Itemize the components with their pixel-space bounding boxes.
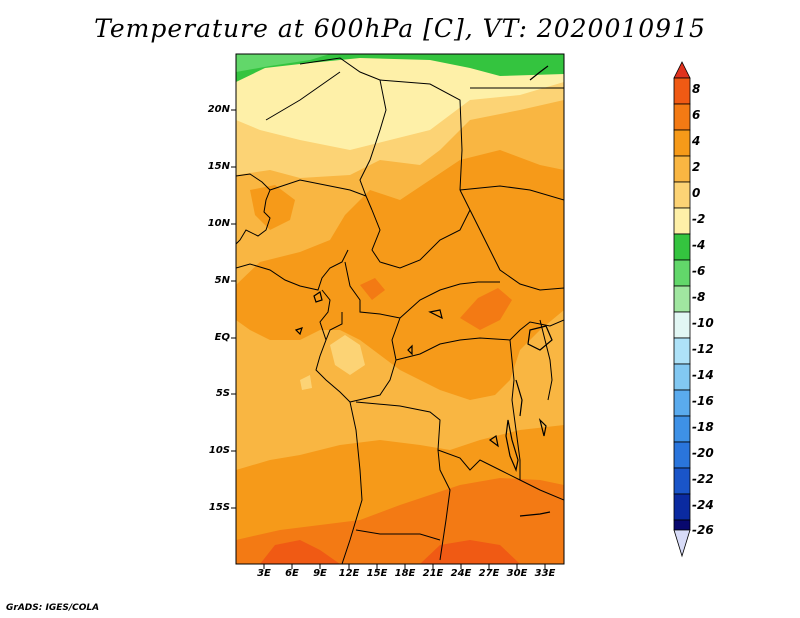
map-frame [235,53,565,565]
lon-label: 27E [478,568,500,579]
colorbar-label: -22 [692,472,714,486]
colorbar-label: -26 [692,523,714,537]
lat-label: 5N [214,275,230,286]
field-m4-m2 [236,54,564,150]
lon-label: 15E [366,568,388,579]
footer-credit: GrADS: IGES/COLA [6,603,100,613]
colorbar-label: -20 [692,446,714,460]
lat-label: 10N [207,218,230,229]
lon-label: 18E [394,568,416,579]
colorbar-label: -4 [692,238,706,252]
colorbar-label: -2 [692,212,706,226]
colorbar-label: -10 [692,316,714,330]
colorbar [673,61,691,558]
lakes [294,65,553,517]
lon-label: 9E [313,568,327,579]
lon-label: 3E [257,568,271,579]
lat-label: 5S [215,388,230,399]
lon-label: 21E [422,568,444,579]
lat-label: 15N [207,161,230,172]
colorbar-label: -8 [692,290,706,304]
field-2-4 [236,150,564,400]
colorbar-label: -14 [692,368,714,382]
colorbar-label: -6 [692,264,706,278]
colorbar-label: 2 [692,160,701,174]
lon-tick-marks [263,564,546,569]
colorbar-label: -18 [692,420,714,434]
lat-label: 15S [208,502,230,513]
field-m8-m6 [236,54,330,72]
lon-label: 12E [338,568,360,579]
colorbar-above-8 [673,61,691,79]
colorbar-label: -24 [692,498,714,512]
lon-label: 6E [285,568,299,579]
colorbar-label: 4 [692,134,701,148]
lon-label: 33E [534,568,556,579]
colorbar-label: 0 [692,186,701,200]
lon-label: 30E [506,568,528,579]
country-borders [236,57,564,564]
colorbar-label: 6 [692,108,701,122]
map-title: Temperature at 600hPa [C], VT: 202001091… [94,14,706,43]
lon-label: 24E [450,568,472,579]
colorbar-below-26 [673,529,691,558]
lat-tick-marks [231,109,236,509]
lat-label: 10S [208,445,230,456]
temperature-field [236,54,564,564]
colorbar-label: -12 [692,342,714,356]
lat-label: 20N [207,104,230,115]
colorbar-label: -16 [692,394,714,408]
lat-label: EQ [214,332,230,343]
colorbar-label: 8 [692,82,701,96]
